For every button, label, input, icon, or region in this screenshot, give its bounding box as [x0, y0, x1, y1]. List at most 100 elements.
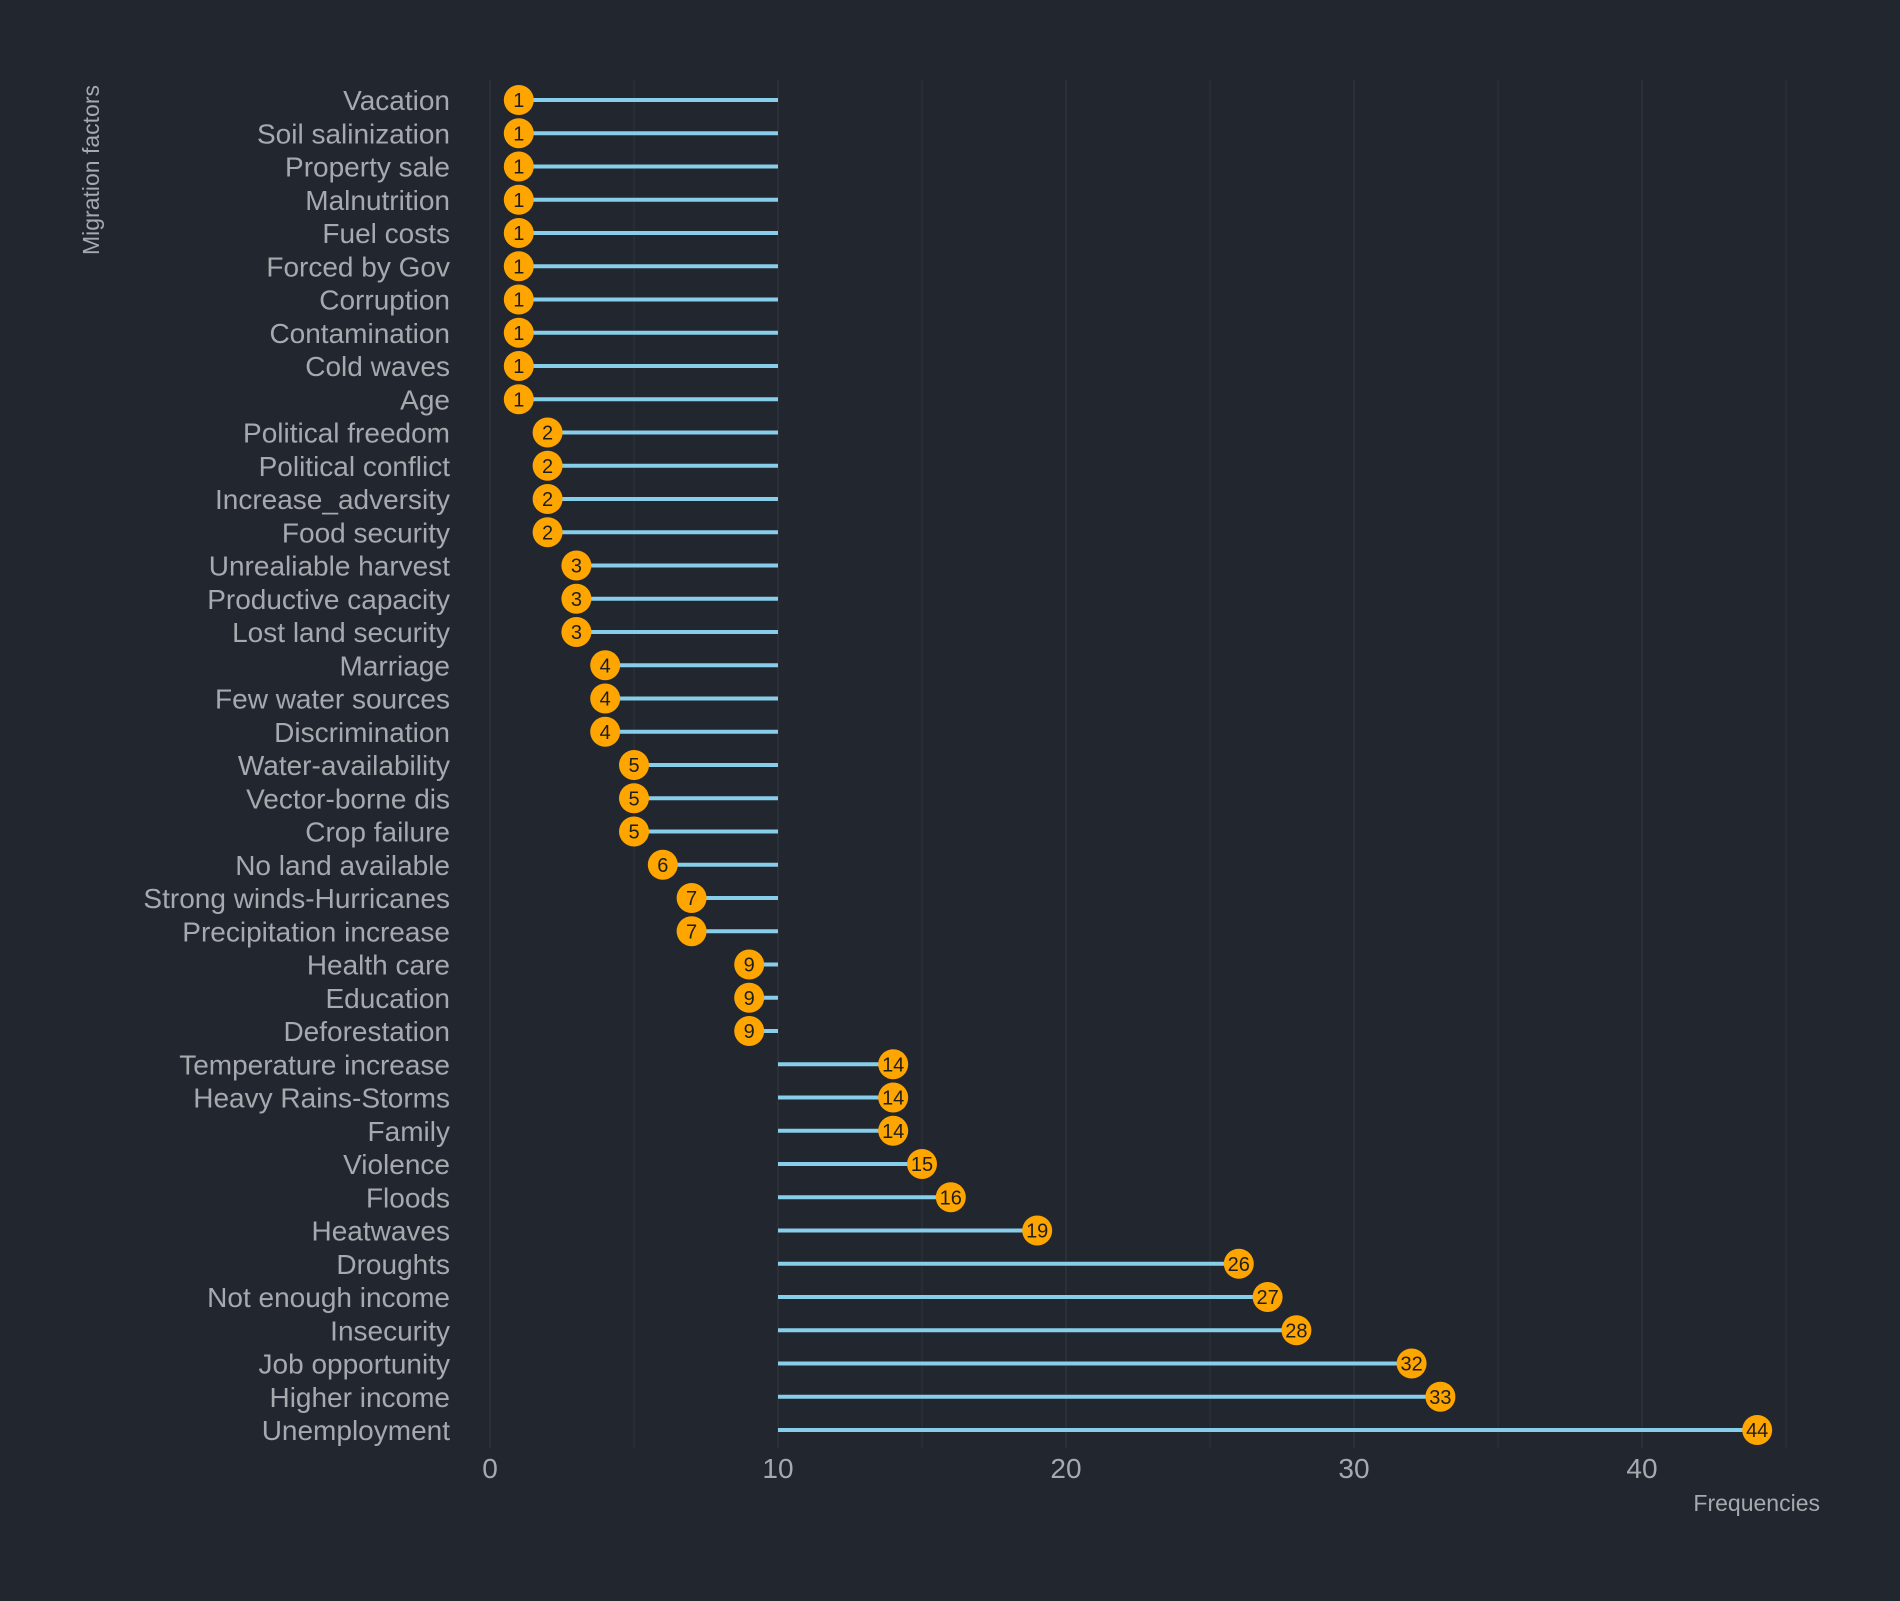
data-label: 3	[571, 622, 582, 644]
lollipop-dot	[619, 750, 649, 780]
data-label: 1	[513, 223, 524, 245]
lollipop-dot	[561, 583, 592, 614]
category-label: Contamination	[269, 318, 450, 349]
data-label: 9	[744, 955, 755, 977]
data-label: 2	[542, 489, 553, 511]
lollipop-dot	[1396, 1348, 1427, 1379]
data-label: 33	[1429, 1387, 1451, 1409]
x-axis-title: Frequencies	[1693, 1490, 1820, 1516]
x-tick-label: 40	[1626, 1453, 1657, 1484]
category-label: Productive capacity	[207, 584, 450, 615]
category-label: Few water sources	[215, 684, 450, 715]
data-label: 4	[600, 689, 611, 711]
lollipop-dot	[907, 1149, 937, 1179]
lollipop-dot	[1252, 1282, 1283, 1312]
lollipop-dot	[561, 550, 592, 581]
lollipop-dot	[878, 1049, 909, 1080]
category-label: Increase_adversity	[215, 484, 450, 515]
lollipop-dot	[561, 617, 592, 647]
lollipop-dot	[1022, 1215, 1053, 1246]
data-label: 1	[513, 389, 524, 411]
x-tick-labels: 0 10 20 30 40	[482, 1453, 1657, 1484]
data-label: 14	[882, 1088, 904, 1110]
data-label: 1	[513, 256, 524, 278]
data-label: 2	[542, 456, 553, 478]
lollipop-dot	[1223, 1248, 1254, 1279]
data-label: 14	[882, 1054, 904, 1076]
data-label: 1	[513, 356, 524, 378]
grid-lines	[489, 80, 1787, 1448]
lollipop-dot	[1742, 1415, 1773, 1445]
category-label: Age	[400, 384, 450, 415]
lollipop-dot	[1281, 1315, 1312, 1346]
category-label: No land available	[235, 850, 450, 881]
data-label: 3	[571, 556, 582, 578]
lollipop-dot	[619, 816, 649, 847]
lollipop-dot	[503, 284, 534, 315]
lollipop-dot	[590, 716, 621, 747]
data-label: 28	[1285, 1320, 1307, 1342]
lollipop-dot	[532, 417, 563, 448]
category-label: Deforestation	[283, 1016, 450, 1047]
category-label: Unemployment	[262, 1415, 451, 1446]
data-label: 1	[513, 323, 524, 345]
category-label: Not enough income	[207, 1282, 450, 1313]
lollipop-dot	[590, 683, 621, 714]
category-label: Vacation	[343, 85, 450, 116]
data-label: 1	[513, 90, 524, 112]
category-label: Higher income	[269, 1382, 450, 1413]
data-label: 5	[628, 822, 639, 844]
category-label: Heavy Rains-Storms	[193, 1083, 450, 1114]
data-label: 2	[542, 522, 553, 544]
lollipop-dot	[503, 351, 534, 381]
category-label: Political freedom	[243, 418, 450, 449]
data-label: 44	[1746, 1420, 1768, 1442]
category-label: Vector-borne dis	[246, 783, 450, 814]
data-label: 3	[571, 589, 582, 611]
category-label: Property sale	[285, 152, 450, 183]
category-label: Job opportunity	[259, 1349, 450, 1380]
category-label: Soil salinization	[257, 118, 450, 149]
category-label: Droughts	[336, 1249, 450, 1280]
data-label: 1	[513, 157, 524, 179]
lollipop-dot	[1425, 1381, 1456, 1412]
data-label: 32	[1400, 1354, 1422, 1376]
category-label: Political conflict	[259, 451, 451, 482]
category-label: Unrealiable harvest	[209, 551, 450, 582]
category-label: Discrimination	[274, 717, 450, 748]
lollipop-dot	[590, 650, 621, 681]
x-tick-label: 20	[1050, 1453, 1081, 1484]
data-label: 4	[600, 655, 611, 677]
data-label: 16	[940, 1187, 962, 1209]
data-label: 7	[686, 921, 697, 943]
x-tick-label: 10	[762, 1453, 793, 1484]
category-label: Corruption	[319, 285, 450, 316]
category-label: Health care	[307, 950, 450, 981]
category-label: Precipitation increase	[182, 916, 450, 947]
category-label: Heatwaves	[311, 1216, 450, 1247]
category-label: Fuel costs	[322, 218, 450, 249]
lollipop-dot	[532, 450, 563, 481]
data-label: 26	[1228, 1254, 1250, 1276]
data-label: 1	[513, 290, 524, 312]
data-label: 1	[513, 190, 524, 212]
lollipop-dot	[935, 1182, 966, 1213]
lollipop-dot	[734, 982, 765, 1013]
category-label: Lost land security	[232, 617, 450, 648]
data-label: 14	[882, 1121, 904, 1143]
data-label: 7	[686, 888, 697, 910]
lollipop-dot	[676, 883, 707, 913]
lollipop-dot	[503, 85, 534, 115]
lollipop-dot	[734, 1016, 765, 1046]
category-label: Water-availability	[238, 750, 450, 781]
data-label: 5	[628, 788, 639, 810]
lollipop-dot	[503, 118, 534, 149]
category-label: Marriage	[340, 650, 450, 681]
lollipop-dot	[503, 151, 534, 182]
data-label: 6	[657, 855, 668, 877]
lollipop-dot	[647, 849, 678, 880]
y-axis-title: Migration factors	[78, 85, 104, 255]
lollipop-dot	[878, 1082, 909, 1113]
lollipop-dot	[503, 384, 534, 415]
